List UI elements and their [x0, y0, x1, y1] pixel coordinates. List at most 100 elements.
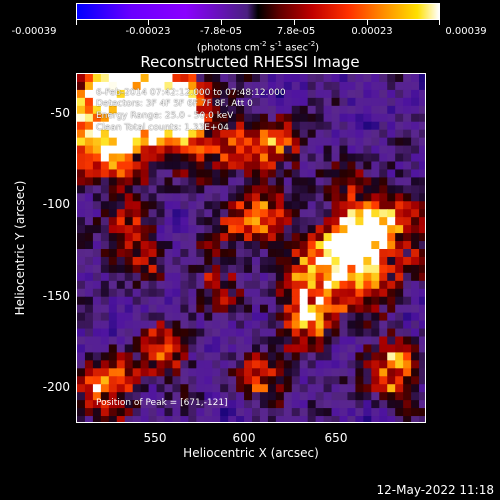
heatmap-cell [204, 81, 213, 91]
heatmap-cell [307, 137, 317, 147]
heatmap-cell [355, 384, 364, 393]
colorbar [76, 3, 440, 20]
heatmap-cell [132, 129, 142, 139]
heatmap-cell [307, 201, 317, 210]
heatmap-cell [172, 249, 181, 258]
heatmap-cell [379, 256, 388, 266]
heatmap-cell [283, 233, 293, 242]
heatmap-cell [172, 153, 181, 163]
heatmap-cell [395, 312, 404, 322]
heatmap-cell [339, 256, 349, 266]
heatmap-cell [291, 392, 301, 401]
heatmap-cell [212, 185, 221, 194]
heatmap-cell [315, 344, 325, 353]
heatmap-cell [172, 304, 181, 314]
heatmap-cell [355, 264, 364, 274]
heatmap-cell [148, 376, 158, 385]
heatmap-cell [180, 121, 189, 131]
heatmap-cell [315, 113, 325, 123]
heatmap-cell [140, 233, 150, 242]
heatmap-cell [156, 384, 166, 393]
heatmap-cell [403, 193, 412, 202]
heatmap-cell [132, 392, 142, 401]
heatmap-cell [363, 392, 372, 401]
heatmap-cell [140, 280, 150, 290]
heatmap-cell [315, 249, 325, 258]
heatmap-cell [339, 74, 349, 83]
heatmap-cell [323, 121, 333, 131]
heatmap-cell [124, 217, 134, 226]
heatmap-cell [307, 233, 317, 242]
heatmap-cell [403, 233, 412, 242]
heatmap-cell [164, 81, 174, 91]
heatmap-cell [132, 312, 142, 322]
heatmap-cell [244, 249, 253, 258]
heatmap-cell [212, 121, 221, 131]
heatmap-cell [259, 74, 269, 83]
heatmap-cell [132, 113, 142, 123]
heatmap-cell [387, 288, 396, 298]
heatmap-cell [379, 137, 388, 147]
heatmap-cell [164, 113, 174, 123]
heatmap-cell [236, 201, 245, 210]
heatmap-cell [419, 304, 425, 314]
heatmap-cell [299, 193, 309, 202]
heatmap-cell [395, 352, 404, 361]
heatmap-cell [283, 352, 293, 361]
heatmap-cell [140, 169, 150, 178]
heatmap-cell [244, 145, 253, 155]
heatmap-cell [299, 400, 309, 409]
heatmap-cell [180, 384, 189, 393]
heatmap-cell [164, 193, 174, 202]
heatmap-cell [196, 336, 205, 346]
heatmap-cell [379, 344, 388, 353]
heatmap-cell [140, 97, 150, 107]
heatmap-cell [77, 336, 86, 346]
heatmap-cell [347, 233, 356, 242]
heatmap-cell [108, 384, 118, 393]
heatmap-cell [419, 392, 425, 401]
heatmap-cell [275, 145, 285, 155]
heatmap-cell [204, 408, 213, 417]
heatmap-cell [252, 256, 261, 266]
heatmap-cell [116, 137, 126, 147]
heatmap-cell [419, 241, 425, 250]
heatmap-cell [252, 304, 261, 314]
heatmap-cell [172, 280, 181, 290]
heatmap-cell [331, 193, 341, 202]
heatmap-cell [116, 209, 126, 218]
heatmap-cell [323, 209, 333, 218]
heatmap-cell [363, 129, 372, 139]
heatmap-cell [140, 384, 150, 393]
heatmap-cell [339, 400, 349, 409]
heatmap-cell [180, 256, 189, 266]
heatmap-cell [371, 217, 380, 226]
heatmap-cell [403, 121, 412, 131]
heatmap-cell [411, 249, 420, 258]
heatmap-cell [188, 161, 197, 171]
heatmap-cell [275, 89, 285, 99]
heatmap-cell [387, 256, 396, 266]
heatmap-cell [347, 392, 356, 401]
heatmap-cell [92, 153, 102, 163]
heatmap-cell [379, 81, 388, 91]
heatmap-cell [411, 408, 420, 417]
heatmap-cell [236, 256, 245, 266]
heatmap-cell [172, 392, 181, 401]
heatmap-cell [100, 201, 110, 210]
heatmap-cell [411, 201, 420, 210]
heatmap-cell [84, 312, 94, 322]
heatmap-cell [267, 256, 277, 266]
heatmap-cell [212, 201, 221, 210]
heatmap-cell [220, 137, 229, 147]
heatmap-cell [148, 344, 158, 353]
heatmap-cell [188, 416, 197, 422]
heatmap-cell [204, 185, 213, 194]
heatmap-cell [275, 81, 285, 91]
heatmap-cell [331, 97, 341, 107]
heatmap-cell [411, 217, 420, 226]
heatmap-cell [419, 408, 425, 417]
heatmap-cell [291, 336, 301, 346]
heatmap-cell [164, 336, 174, 346]
heatmap-cell [387, 233, 396, 242]
